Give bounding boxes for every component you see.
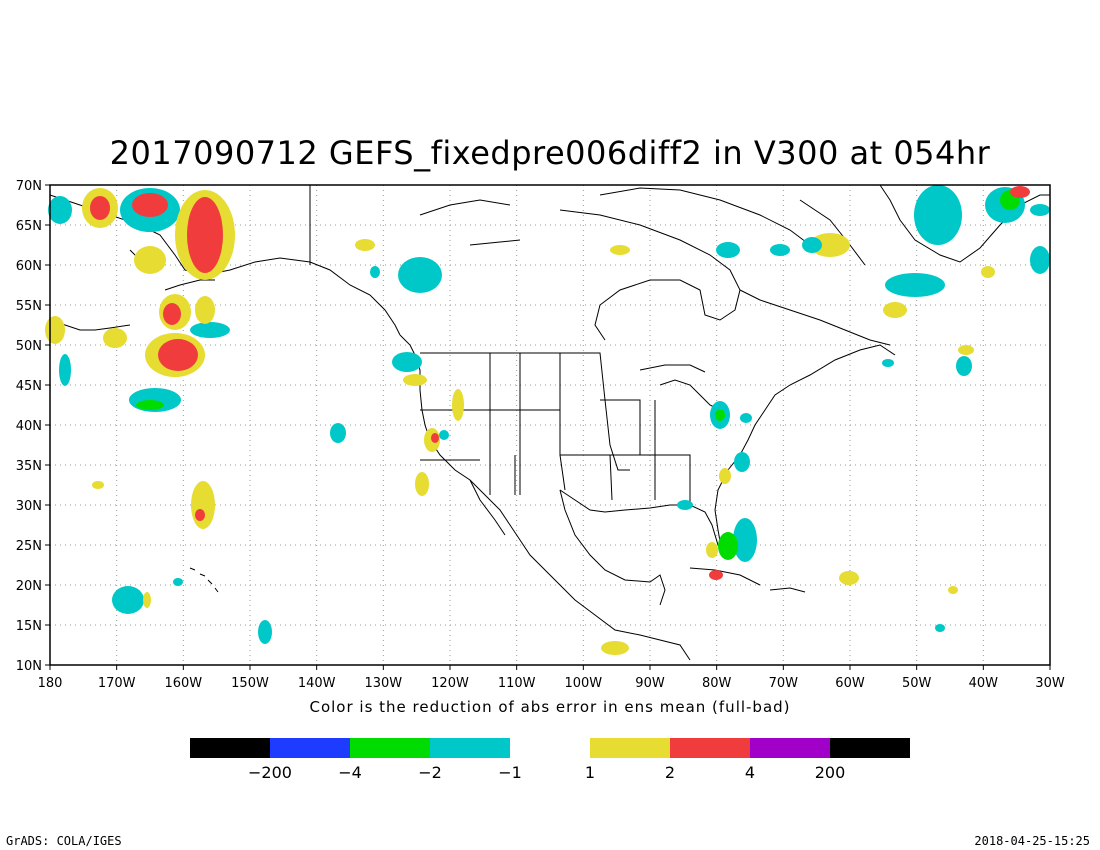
colorbar-negative: −200 −4 −2 −1 — [190, 738, 522, 782]
grads-credit: GrADS: COLA/IGES — [6, 834, 122, 848]
colorbar-swatch — [830, 738, 910, 758]
lon-label: 60W — [835, 676, 865, 691]
lon-label: 160W — [164, 676, 202, 691]
colorbar-caption: Color is the reduction of abs error in e… — [309, 698, 791, 716]
lon-label: 150W — [231, 676, 269, 691]
colorbar-label: 200 — [815, 763, 846, 782]
timestamp: 2018-04-25-15:25 — [974, 834, 1090, 848]
lon-label: 180 — [38, 676, 63, 691]
colorbar-label: −200 — [248, 763, 292, 782]
colorbar-label: 2 — [665, 763, 675, 782]
colorbar-swatch — [430, 738, 510, 758]
lat-label: 20N — [16, 579, 42, 594]
longitude-labels: 180 170W 160W 150W 140W 130W 120W 110W 100W 90W 80… — [38, 665, 1065, 691]
lon-label: 30W — [1035, 676, 1065, 691]
lat-label: 55N — [16, 299, 42, 314]
lon-label: 40W — [969, 676, 999, 691]
lat-label: 45N — [16, 379, 42, 394]
colorbar-swatch — [350, 738, 430, 758]
colorbar: −200 −4 −2 −1 1 2 4 200 — [190, 738, 910, 782]
colorbar-label: −1 — [498, 763, 522, 782]
lon-label: 80W — [702, 676, 732, 691]
lon-label: 120W — [431, 676, 469, 691]
lat-label: 15N — [16, 619, 42, 634]
lat-label: 65N — [16, 219, 42, 234]
colorbar-label: −2 — [418, 763, 442, 782]
colorbar-positive: 1 2 4 200 — [585, 738, 910, 782]
colorbar-label: 4 — [745, 763, 755, 782]
lat-label: 40N — [16, 419, 42, 434]
lon-label: 50W — [902, 676, 932, 691]
colorbar-swatch — [190, 738, 270, 758]
map-panel: 10N15N20N25N30N35N40N45N50N55N60N65N70N … — [16, 179, 1065, 691]
coastlines — [49, 184, 1050, 661]
lon-label: 70W — [769, 676, 799, 691]
lat-label: 25N — [16, 539, 42, 554]
colorbar-swatch — [750, 738, 830, 758]
lon-label: 110W — [498, 676, 536, 691]
lat-label: 35N — [16, 459, 42, 474]
lat-label: 70N — [16, 179, 42, 194]
colorbar-swatch — [270, 738, 350, 758]
map-title: 2017090712 GEFS_fixedpre006diff2 in V300… — [109, 134, 991, 172]
lon-label: 130W — [364, 676, 402, 691]
lat-label: 30N — [16, 499, 42, 514]
graticule — [50, 185, 1050, 665]
lon-label: 100W — [564, 676, 602, 691]
lat-label: 10N — [16, 659, 42, 674]
colorbar-label: 1 — [585, 763, 595, 782]
colorbar-label: −4 — [338, 763, 362, 782]
colorbar-swatch — [590, 738, 670, 758]
latitude-labels: 10N 15N 20N 25N 30N 35N 40N 45N 50N 55N 60N 65N 70N — [16, 179, 50, 674]
lon-label: 90W — [635, 676, 665, 691]
lon-label: 170W — [98, 676, 136, 691]
lat-label: 50N — [16, 339, 42, 354]
lat-label: 60N — [16, 259, 42, 274]
colorbar-swatch — [670, 738, 750, 758]
lon-label: 140W — [298, 676, 336, 691]
shaded-fields — [45, 185, 1050, 655]
